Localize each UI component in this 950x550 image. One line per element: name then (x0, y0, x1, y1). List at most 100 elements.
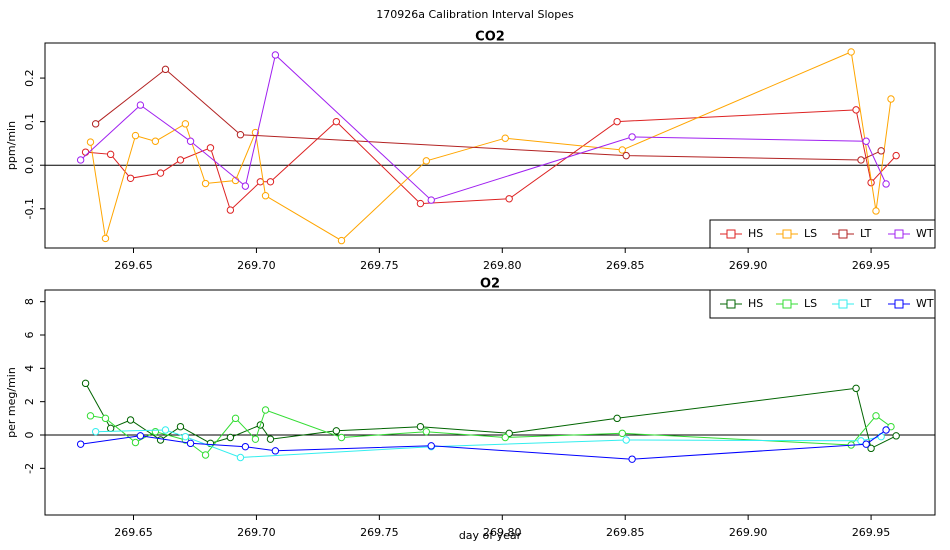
data-point (201, 451, 210, 459)
data-point (862, 137, 870, 145)
data-point (91, 427, 100, 436)
data-point (126, 416, 135, 424)
data-point (271, 447, 280, 455)
data-point (161, 426, 170, 434)
data-point (266, 435, 275, 443)
data-point (847, 48, 855, 56)
page-title: 170926a Calibration Interval Slopes (376, 8, 574, 21)
data-point (241, 182, 250, 190)
data-point (887, 95, 895, 103)
data-point (131, 438, 140, 447)
legend-label: LS (804, 297, 817, 310)
data-point (613, 117, 621, 126)
data-point (892, 151, 900, 160)
panel-title: CO2 (475, 30, 505, 45)
x-tick-label: 269.95 (852, 526, 891, 539)
data-point (427, 196, 435, 204)
y-tick-label: 6 (23, 332, 36, 339)
x-tick-label: 269.70 (237, 259, 276, 272)
x-tick-label: 269.75 (360, 259, 399, 272)
plot-box (44, 289, 936, 516)
data-point (867, 444, 875, 453)
data-point (226, 206, 235, 214)
data-point (176, 422, 185, 431)
data-point (271, 51, 280, 59)
data-point (106, 424, 115, 433)
data-point (81, 379, 90, 388)
data-point (136, 432, 145, 440)
data-point (622, 151, 630, 160)
data-point (416, 199, 425, 208)
plot-box (44, 42, 936, 249)
x-tick-label: 269.90 (729, 259, 768, 272)
data-point (882, 180, 890, 188)
data-point (862, 440, 870, 448)
y-axis-label: per meg/min (5, 367, 18, 438)
data-point (236, 131, 245, 139)
y-tick-label: 0.2 (23, 69, 36, 87)
data-point (126, 174, 135, 182)
series-line (80, 54, 887, 201)
data-point (501, 134, 509, 142)
data-point (151, 137, 160, 145)
data-point (628, 133, 636, 141)
data-point (613, 414, 621, 423)
legend-label: HS (748, 297, 763, 310)
panel-title: O2 (480, 277, 500, 292)
data-point (872, 207, 880, 215)
series-line (90, 409, 892, 456)
legend-label: WT (916, 297, 934, 310)
data-point (181, 120, 190, 128)
y-tick-label: 8 (23, 298, 36, 305)
series-line (85, 109, 897, 212)
x-tick-label: 269.90 (729, 526, 768, 539)
x-tick-label: 269.70 (237, 526, 276, 539)
data-point (337, 433, 346, 442)
data-point (76, 440, 85, 448)
y-axis-label: ppm/min (5, 121, 18, 170)
data-point (332, 427, 341, 435)
data-point (131, 131, 140, 140)
legend-label: LT (860, 297, 872, 310)
data-point (101, 234, 110, 243)
data-point (236, 453, 245, 462)
x-tick-label: 269.95 (852, 259, 891, 272)
y-tick-label: 0 (23, 432, 36, 439)
x-tick-label: 269.75 (360, 526, 399, 539)
data-point (186, 137, 195, 145)
x-tick-label: 269.65 (114, 259, 153, 272)
data-point (261, 192, 270, 200)
legend-marker (726, 229, 736, 239)
y-tick-label: 0.0 (23, 156, 36, 174)
x-tick-label: 269.85 (606, 259, 645, 272)
data-point (427, 442, 435, 450)
data-point (156, 169, 165, 177)
legend-label: HS (748, 227, 763, 240)
legend-marker (782, 299, 792, 309)
data-point (877, 432, 885, 441)
x-tick-label: 269.65 (114, 526, 153, 539)
data-point (251, 435, 260, 443)
data-point (618, 146, 626, 154)
data-point (877, 147, 885, 155)
y-tick-label: -0.1 (23, 198, 36, 219)
data-point (416, 422, 425, 431)
data-point (628, 455, 636, 463)
data-point (231, 414, 240, 423)
legend-label: LT (860, 227, 872, 240)
data-point (266, 178, 275, 186)
legend-label: WT (916, 227, 934, 240)
data-point (872, 412, 880, 420)
data-point (176, 156, 185, 164)
data-point (337, 236, 346, 245)
data-point (501, 433, 509, 442)
x-axis-label: day of year (459, 529, 522, 542)
data-point (332, 117, 341, 126)
data-point (422, 427, 431, 436)
data-point (852, 384, 860, 393)
data-point (86, 138, 95, 146)
data-point (86, 412, 95, 420)
y-tick-label: -2 (23, 463, 36, 474)
data-point (892, 432, 900, 440)
